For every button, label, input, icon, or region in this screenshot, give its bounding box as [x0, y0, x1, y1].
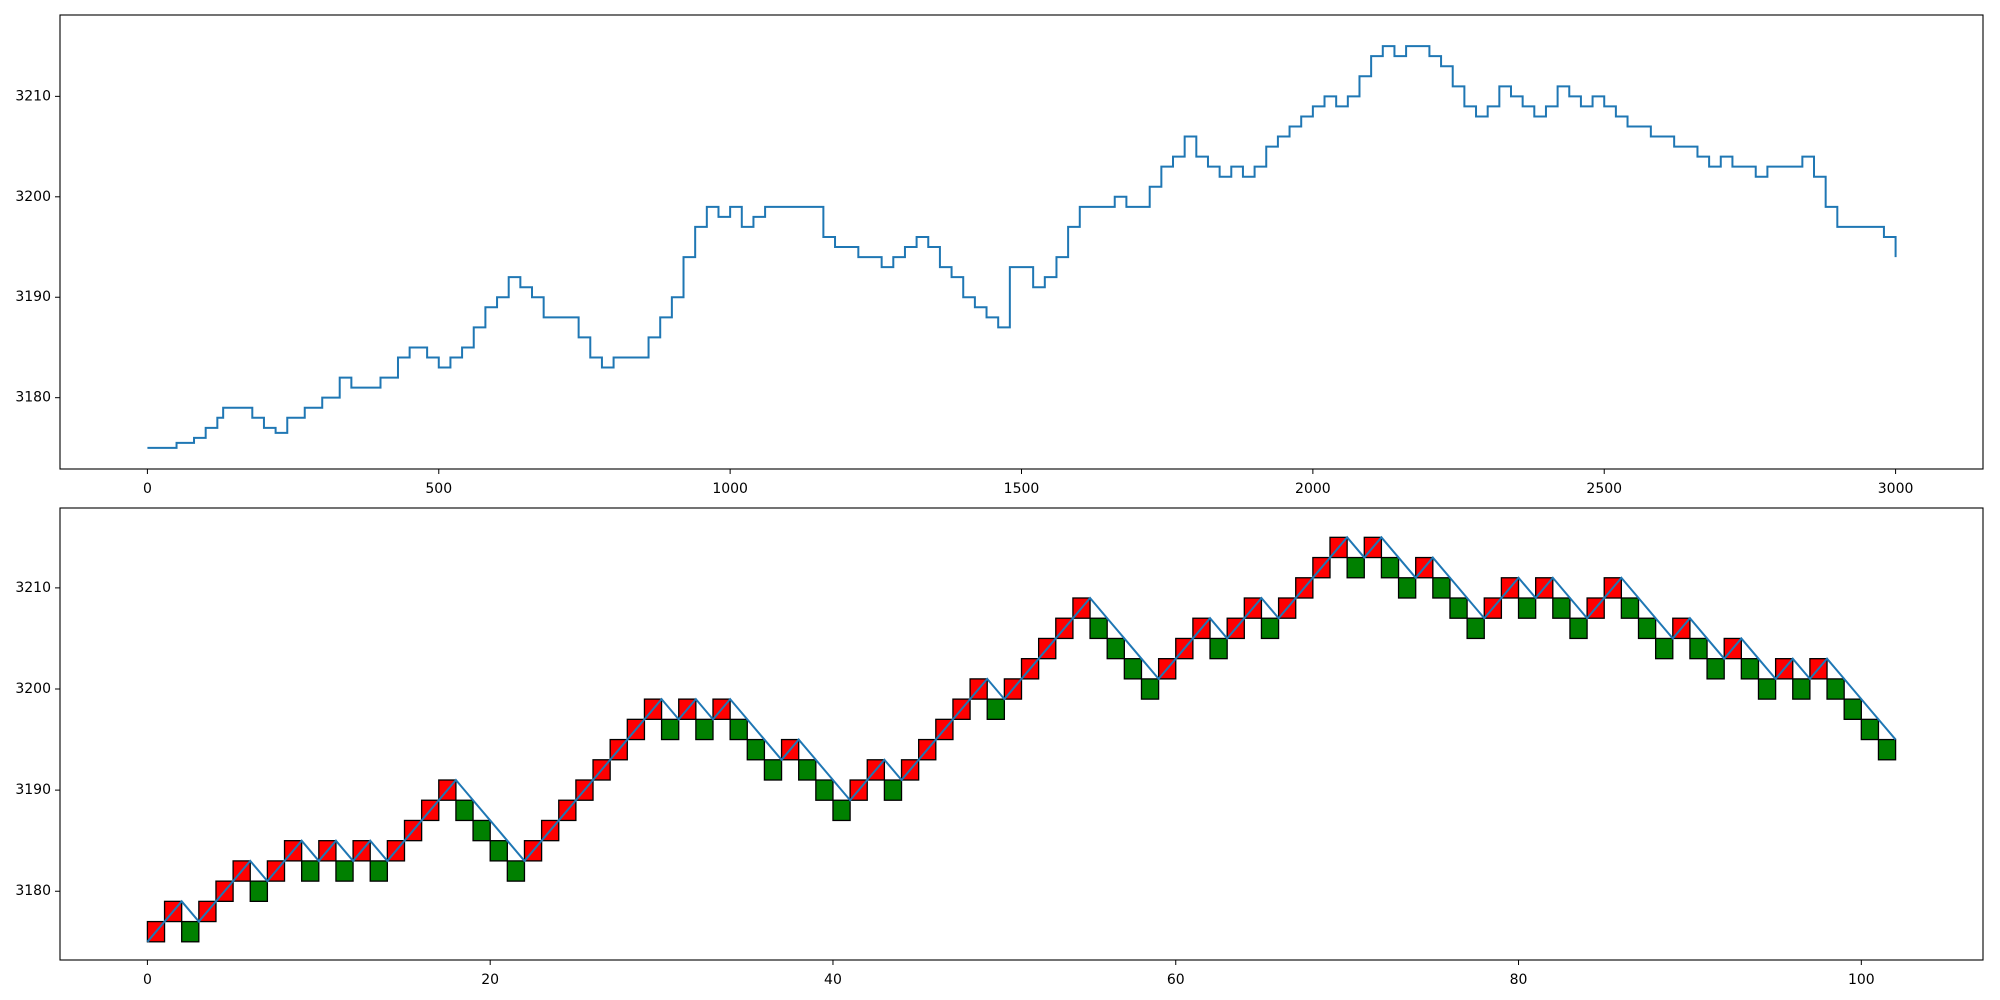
x-tick-label: 60 — [1167, 972, 1185, 988]
renko-brick — [1140, 678, 1160, 700]
x-tick-label: 100 — [1848, 972, 1875, 988]
renko-brick — [1757, 678, 1777, 700]
renko-brick — [832, 799, 851, 822]
price-line — [147, 45, 1897, 449]
y-tick-label: 3200 — [15, 681, 51, 697]
renko-brick — [1740, 658, 1760, 680]
renko-brick — [1380, 556, 1400, 579]
renko-brick — [1517, 597, 1537, 619]
renko-brick — [369, 860, 389, 882]
renko-brick — [1654, 637, 1674, 660]
y-tick-label: 3180 — [15, 883, 51, 899]
renko-brick — [1569, 617, 1588, 640]
y-tick-label: 3180 — [15, 390, 51, 406]
renko-brick — [883, 779, 903, 801]
y-tick-label: 3210 — [15, 580, 51, 596]
renko-brick — [181, 920, 200, 943]
x-tick-label: 20 — [481, 972, 499, 988]
renko-brick — [301, 860, 320, 882]
renko-brick — [1826, 678, 1845, 700]
renko-brick — [1843, 698, 1862, 720]
renko-brick — [489, 840, 508, 862]
x-tick-label: 40 — [824, 972, 842, 988]
axes-frame — [59, 507, 1984, 961]
x-tick-label: 0 — [143, 972, 152, 988]
renko-brick — [506, 860, 526, 882]
renko-brick — [695, 718, 714, 741]
x-tick-label: 1000 — [712, 481, 748, 497]
renko-brick — [455, 799, 474, 822]
renko-brick — [1466, 617, 1485, 640]
renko-brick — [1706, 658, 1725, 680]
x-tick-label: 3000 — [1878, 481, 1914, 497]
renko-brick — [1449, 597, 1468, 619]
axes: 0 500 1000 1500 2000 2500 3000 3180 3190 3200 3210 — [15, 14, 1984, 497]
renko-brick — [1620, 597, 1640, 619]
renko-brick — [1260, 617, 1280, 640]
renko-brick — [1089, 617, 1108, 640]
x-tick-label: 80 — [1510, 972, 1528, 988]
renko-brick — [1432, 577, 1451, 599]
y-tick-label: 3200 — [15, 189, 51, 205]
x-tick-label: 2500 — [1586, 481, 1622, 497]
x-tick-label: 2000 — [1295, 481, 1331, 497]
renko-brick — [660, 718, 680, 741]
x-tick-label: 1500 — [1004, 481, 1040, 497]
x-tick-label: 500 — [425, 481, 452, 497]
renko-brick — [1397, 577, 1417, 599]
renko-brick — [746, 738, 766, 761]
renko-brick — [1106, 637, 1125, 660]
x-tick-label: 0 — [143, 481, 152, 497]
renko-brick — [1792, 678, 1811, 700]
y-tick-label: 3210 — [15, 88, 51, 104]
plot-area — [146, 535, 1897, 943]
renko-brick — [1346, 556, 1365, 579]
renko-brick — [763, 759, 783, 781]
plot-area — [147, 45, 1897, 449]
renko-brick — [815, 779, 834, 801]
renko-brick — [1209, 637, 1228, 660]
renko-brick — [1552, 597, 1571, 619]
y-tick-label: 3190 — [15, 782, 51, 798]
renko-brick — [729, 718, 748, 741]
renko-brick — [472, 819, 491, 842]
renko-brick — [986, 698, 1006, 720]
renko-brick — [1689, 637, 1708, 660]
y-tick-label: 3190 — [15, 289, 51, 305]
renko-brick — [335, 860, 354, 882]
axes: 0 20 40 60 80 100 3180 3190 3200 3210 — [15, 507, 1984, 988]
renko-brick — [1123, 658, 1143, 680]
renko-line — [146, 535, 1897, 943]
renko-brick — [249, 880, 269, 903]
renko-brick — [798, 759, 817, 781]
renko-brick — [1860, 718, 1880, 741]
renko-brick — [1637, 617, 1657, 640]
renko-brick — [1877, 738, 1897, 761]
